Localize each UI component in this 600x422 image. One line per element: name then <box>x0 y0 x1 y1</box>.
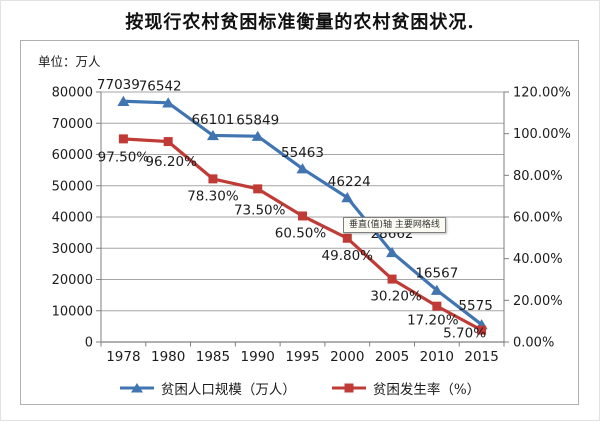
data-point-square-marker[interactable] <box>253 184 263 194</box>
data-label-poverty-rate: 73.50% <box>234 202 286 218</box>
data-label-poverty-population: 66101 <box>191 112 234 128</box>
legend-label-poverty-rate: 贫困发生率（%） <box>372 382 481 398</box>
data-point-square-marker[interactable] <box>477 325 487 335</box>
chart-title: 按现行农村贫困标准衡量的农村贫困状况. <box>125 12 475 33</box>
data-label-poverty-rate: 96.20% <box>145 154 197 170</box>
right-axis-tick-label: 60.00% <box>513 211 563 226</box>
left-axis-unit-label: 单位：万人 <box>38 54 101 69</box>
x-axis-label: 1990 <box>241 349 275 365</box>
data-label-poverty-population: 77039 <box>97 77 140 93</box>
data-point-square-marker[interactable] <box>163 137 173 147</box>
x-axis-label: 2000 <box>330 349 364 365</box>
left-axis-tick-label: 0 <box>85 336 93 351</box>
right-axis-tick-label: 120.00% <box>513 86 571 101</box>
legend-marker-line-triangle-icon <box>119 383 154 393</box>
x-axis-label: 1978 <box>106 349 140 365</box>
left-axis-tick-label: 30000 <box>52 242 93 257</box>
data-label-poverty-rate: 17.20% <box>407 313 459 329</box>
x-axis-label: 1985 <box>196 349 230 365</box>
chart-plot-frame[interactable] <box>20 40 579 405</box>
data-point-square-marker[interactable] <box>118 134 128 144</box>
legend-label-poverty-population: 贫困人口规模（万人） <box>160 382 296 398</box>
legend-item-poverty-rate[interactable]: 贫困发生率（%） <box>331 378 481 398</box>
legend-marker-line-square-icon <box>331 383 366 393</box>
x-axis-label: 1980 <box>151 349 185 365</box>
x-axis-label: 2010 <box>420 349 454 365</box>
right-axis-tick-label: 80.00% <box>513 169 563 184</box>
data-label-poverty-rate: 30.20% <box>370 289 422 305</box>
data-label-poverty-rate: 78.30% <box>187 188 239 204</box>
data-label-poverty-population: 46224 <box>328 174 371 190</box>
left-axis-tick-label: 10000 <box>52 304 93 319</box>
data-point-square-marker[interactable] <box>432 301 442 311</box>
x-axis-label: 2005 <box>375 349 409 365</box>
data-point-triangle-marker[interactable] <box>117 95 130 106</box>
data-label-poverty-rate: 97.50% <box>98 149 150 165</box>
data-point-triangle-marker[interactable] <box>386 246 399 258</box>
legend-item-poverty-population[interactable]: 贫困人口规模（万人） <box>119 378 296 398</box>
data-label-poverty-rate: 60.50% <box>275 225 327 241</box>
left-axis-tick-label: 60000 <box>52 148 93 163</box>
data-point-triangle-marker[interactable] <box>341 192 354 203</box>
chart-legend: 贫困人口规模（万人） 贫困发生率（%） <box>1 378 599 398</box>
data-point-triangle-marker[interactable] <box>206 129 219 141</box>
left-axis-tick-label: 40000 <box>52 211 93 226</box>
right-axis-tick-label: 100.00% <box>513 127 571 142</box>
data-label-poverty-population: 55463 <box>281 145 324 161</box>
data-label-poverty-population: 5575 <box>458 298 492 314</box>
right-axis-tick-label: 20.00% <box>513 294 563 309</box>
left-axis-tick-label: 80000 <box>52 86 93 101</box>
data-label-poverty-population: 16567 <box>415 266 458 282</box>
left-axis-tick-label: 70000 <box>52 117 93 132</box>
data-point-triangle-marker[interactable] <box>430 284 443 295</box>
data-label-poverty-population: 65849 <box>236 113 279 129</box>
left-axis-tick-label: 20000 <box>52 273 93 288</box>
x-axis-label: 2015 <box>464 349 498 365</box>
x-axis-label: 1995 <box>285 349 319 365</box>
data-label-poverty-population: 76542 <box>139 78 182 94</box>
data-point-triangle-marker[interactable] <box>251 130 264 141</box>
data-label-poverty-rate: 5.70% <box>443 326 486 342</box>
gridline-hover-tooltip: 垂直(值)轴 主要网格线 <box>343 217 446 233</box>
data-point-square-marker[interactable] <box>298 211 307 221</box>
left-axis-tick-label: 50000 <box>52 179 93 194</box>
data-point-triangle-marker[interactable] <box>162 97 175 108</box>
data-label-poverty-rate: 49.80% <box>322 248 374 264</box>
data-point-square-marker[interactable] <box>342 233 352 243</box>
right-axis-tick-label: 40.00% <box>513 252 563 267</box>
data-point-square-marker[interactable] <box>387 274 397 284</box>
right-axis-tick-label: 0.00% <box>513 336 554 351</box>
data-point-square-marker[interactable] <box>208 174 218 184</box>
data-point-triangle-marker[interactable] <box>296 163 309 174</box>
